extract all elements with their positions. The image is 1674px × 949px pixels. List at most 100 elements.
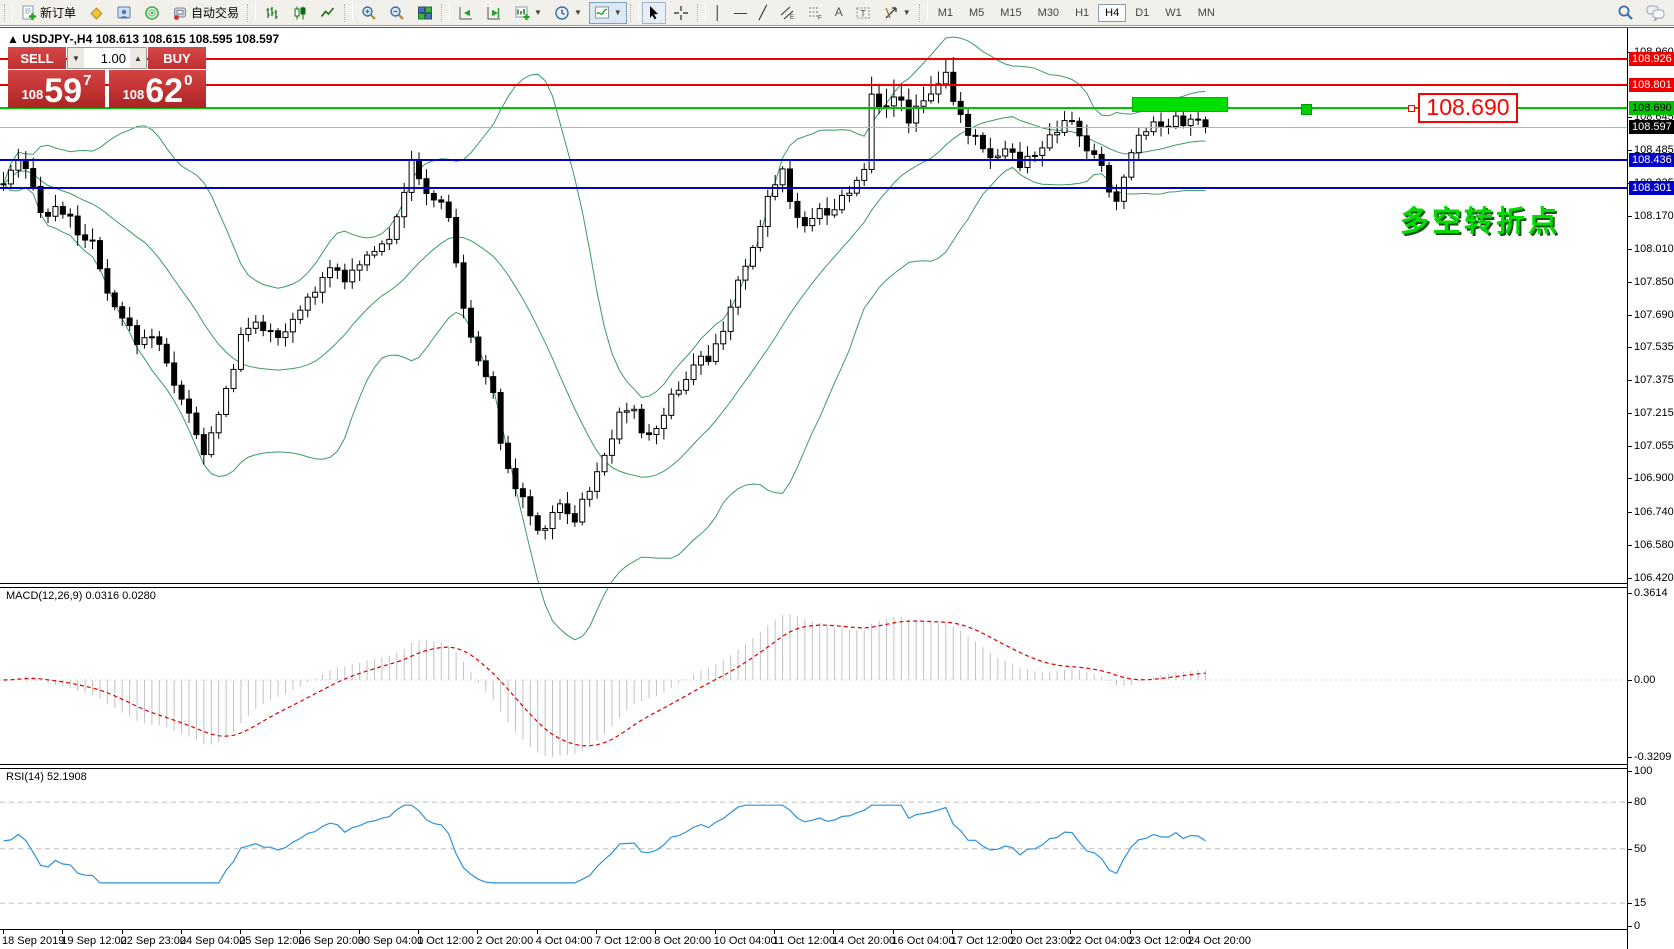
- horizontal-line-108.301[interactable]: [0, 187, 1627, 190]
- horizontal-line-tool-button[interactable]: —: [729, 2, 752, 24]
- text-tool-button[interactable]: A: [830, 2, 848, 24]
- timeframe-button-d1[interactable]: D1: [1128, 4, 1156, 22]
- chart-shift-button[interactable]: [481, 2, 507, 24]
- candle-body: [1054, 131, 1061, 136]
- volume-input[interactable]: [84, 48, 130, 68]
- candle-body: [779, 168, 786, 186]
- candle-body: [475, 336, 482, 362]
- collapse-panel-icon[interactable]: ▲: [7, 32, 19, 46]
- candle-body: [979, 134, 986, 150]
- candle-body: [683, 379, 690, 391]
- candle-body: [445, 201, 452, 218]
- tile-windows-button[interactable]: [412, 2, 438, 24]
- candle-body: [764, 195, 771, 228]
- fibonacci-tool-button[interactable]: F: [802, 2, 828, 24]
- toolbar-grip[interactable]: [441, 3, 451, 22]
- horizontal-line-108.436[interactable]: [0, 159, 1627, 162]
- time-axis-tick: [1070, 930, 1072, 934]
- candle-body: [460, 262, 467, 309]
- signals-button[interactable]: [139, 2, 165, 24]
- candle-body: [1195, 118, 1202, 121]
- highlight-zone-rectangle[interactable]: [1132, 97, 1228, 113]
- sell-price-box[interactable]: 108 59 7: [8, 70, 105, 108]
- horizontal-line-108.926[interactable]: [0, 58, 1627, 61]
- timeframe-button-m30[interactable]: M30: [1031, 4, 1066, 22]
- candle-body: [134, 325, 141, 345]
- candle-body: [126, 317, 133, 327]
- market-watch-icon: [90, 6, 103, 20]
- crosshair-icon: [673, 5, 688, 20]
- channel-tool-button[interactable]: E: [774, 2, 800, 24]
- cursor-button[interactable]: [641, 1, 666, 24]
- bar-chart-mode-button[interactable]: [259, 2, 285, 24]
- toolbar-grip[interactable]: [247, 3, 257, 22]
- auto-trading-button[interactable]: 自动交易: [167, 2, 244, 24]
- pane-splitter-rsi[interactable]: [0, 764, 1674, 769]
- price-axis-tick: [1628, 413, 1632, 415]
- horizontal-line-108.690[interactable]: [0, 106, 1627, 109]
- timeframe-button-h4[interactable]: H4: [1098, 3, 1127, 22]
- new-order-button[interactable]: 新订单: [16, 2, 81, 24]
- toolbar-grip[interactable]: [4, 3, 13, 22]
- toolbar-grip[interactable]: [344, 3, 354, 22]
- sell-button[interactable]: SELL: [8, 47, 66, 69]
- candle-body: [490, 376, 497, 393]
- period-dropdown[interactable]: ▼: [549, 2, 587, 24]
- callout-anchor-handle[interactable]: [1408, 104, 1415, 112]
- community-button[interactable]: [1641, 2, 1671, 24]
- auto-scroll-button[interactable]: [453, 2, 479, 24]
- candlestick-mode-button[interactable]: [287, 2, 313, 24]
- candle-body: [935, 83, 942, 95]
- indicators-dropdown[interactable]: ▼: [588, 1, 627, 24]
- market-watch-button[interactable]: [83, 2, 109, 24]
- chart-canvas[interactable]: [0, 28, 1627, 949]
- navigator-button[interactable]: [111, 2, 137, 24]
- timeframe-button-mn[interactable]: MN: [1191, 4, 1222, 22]
- candle-body: [223, 387, 230, 415]
- toolbar-grip[interactable]: [629, 3, 639, 22]
- svg-text:F: F: [818, 15, 822, 21]
- search-button[interactable]: [1612, 2, 1639, 24]
- candle-body: [59, 206, 66, 215]
- timeframe-button-w1[interactable]: W1: [1158, 4, 1189, 22]
- timeframe-button-h1[interactable]: H1: [1068, 4, 1096, 22]
- time-axis[interactable]: 18 Sep 2019 19 Sep 12:00 22 Sep 23:00 24 Se…: [0, 929, 1674, 949]
- horizontal-line-108.801[interactable]: [0, 83, 1627, 86]
- time-axis-label: 8 Oct 20:00: [654, 935, 712, 947]
- price-axis-tick: [1628, 314, 1632, 316]
- toolbar-grip[interactable]: [918, 3, 928, 22]
- candlestick-icon: [294, 6, 306, 19]
- price-axis[interactable]: 108.960108.645108.485108.325108.170108.0…: [1627, 28, 1674, 949]
- volume-increase-button[interactable]: ▲: [130, 48, 146, 68]
- trendline-tool-button[interactable]: ╱: [754, 2, 772, 24]
- volume-decrease-button[interactable]: ▼: [68, 48, 84, 68]
- timeframe-button-m15[interactable]: M15: [993, 4, 1028, 22]
- candle-body: [512, 468, 519, 490]
- text-label-icon: T: [856, 7, 870, 18]
- time-axis-label: 10 Oct 04:00: [713, 935, 777, 947]
- new-chart-dropdown[interactable]: ▼: [509, 2, 547, 24]
- rsi-axis-label: 100: [1634, 765, 1653, 777]
- toolbar-grip[interactable]: [696, 3, 706, 22]
- timeframe-button-m1[interactable]: M1: [931, 4, 960, 22]
- candle-body: [289, 318, 296, 333]
- label-tool-button[interactable]: T: [850, 2, 876, 24]
- time-axis-label: 30 Sep 04:00: [357, 935, 424, 947]
- price-callout-box[interactable]: 108.690: [1418, 92, 1518, 123]
- vertical-line-tool-button[interactable]: │: [709, 2, 727, 24]
- candle-body: [37, 185, 44, 213]
- candle-body: [1180, 115, 1187, 127]
- candle-body: [601, 454, 608, 473]
- buy-button[interactable]: BUY: [148, 47, 206, 69]
- zoom-in-button[interactable]: [356, 2, 382, 24]
- buy-price-box[interactable]: 108 62 0: [109, 70, 206, 108]
- zoom-out-button[interactable]: [384, 2, 410, 24]
- price-axis-tick: [1628, 117, 1632, 119]
- arrows-dropdown[interactable]: ▼: [878, 2, 916, 24]
- timeframe-button-m5[interactable]: M5: [962, 4, 991, 22]
- line-anchor-handle[interactable]: [1301, 103, 1312, 115]
- line-chart-mode-button[interactable]: [315, 2, 341, 24]
- crosshair-button[interactable]: [668, 2, 694, 24]
- pane-splitter-macd[interactable]: [0, 583, 1674, 588]
- price-tag-108.436: 108.436: [1629, 153, 1674, 168]
